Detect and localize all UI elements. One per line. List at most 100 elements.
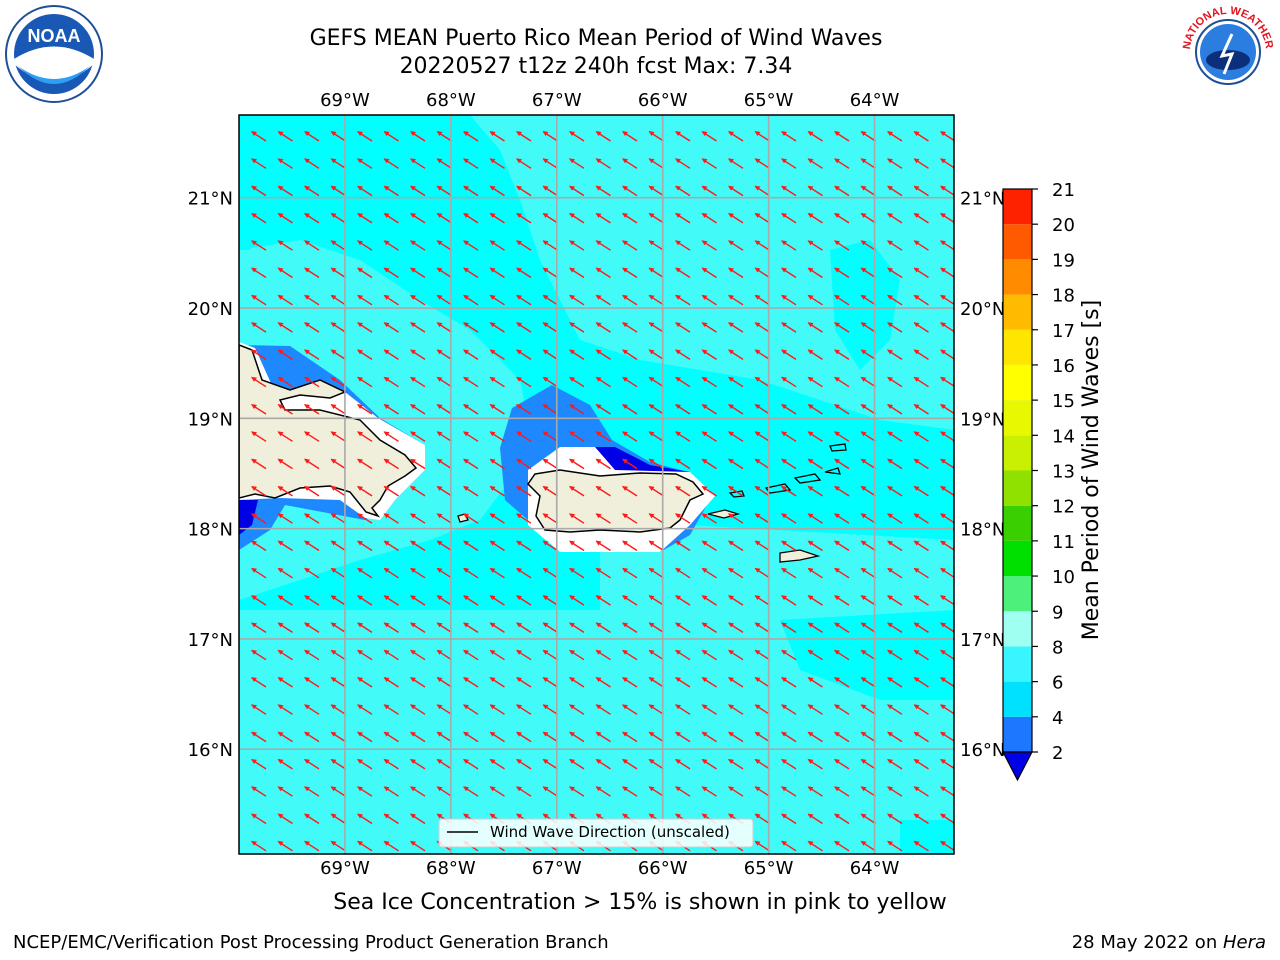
wind-wave-direction-arrows (251, 131, 954, 852)
wave-arrow (436, 431, 452, 442)
wave-arrow (436, 349, 452, 360)
wave-arrow (463, 404, 479, 415)
wave-arrow (410, 240, 426, 251)
wave-arrow (834, 404, 850, 415)
wave-arrow (277, 185, 293, 197)
wave-arrow (569, 294, 585, 306)
wave-arrow (489, 786, 505, 797)
lon-tick-bottom: 68°W (426, 858, 476, 879)
lon-tick-bottom: 69°W (320, 858, 370, 879)
wave-arrow (330, 813, 346, 825)
wave-arrow (304, 840, 320, 852)
wave-arrow (383, 185, 399, 197)
wave-arrow (357, 513, 373, 524)
wave-arrow (940, 267, 954, 278)
wave-arrow (622, 185, 638, 197)
wave-arrow (251, 813, 267, 825)
wave-arrow (648, 267, 664, 279)
wave-arrow (834, 649, 850, 661)
wave-arrow (383, 458, 399, 470)
wave-arrow (542, 786, 558, 797)
wave-arrow (489, 185, 505, 197)
wave-arrow (304, 567, 320, 579)
wave-arrow (304, 758, 320, 770)
wave-arrow (701, 158, 717, 169)
legend-label: Wind Wave Direction (unscaled) (490, 823, 730, 841)
colorbar-tick-label: 10 (1052, 567, 1075, 588)
wave-arrow (781, 431, 797, 442)
wave-arrow (542, 622, 558, 633)
wave-arrow (410, 567, 426, 579)
wave-arrow (410, 404, 426, 415)
wave-arrow (701, 758, 717, 770)
wave-arrow (622, 649, 638, 661)
wave-arrow (913, 267, 929, 279)
wave-arrow (887, 485, 903, 497)
wave-arrow (304, 540, 320, 552)
colorbar-segment (1003, 259, 1032, 295)
wave-arrow (913, 840, 929, 852)
wave-arrow (489, 240, 505, 251)
wave-arrow (728, 322, 744, 333)
lat-tick-right: 20°N (960, 299, 1005, 320)
wave-arrow (251, 458, 267, 470)
wave-arrow (940, 158, 954, 169)
wave-arrow (675, 131, 691, 142)
wave-arrow (754, 185, 770, 197)
wave-arrow (463, 758, 479, 770)
wave-arrow (304, 704, 320, 715)
wave-arrow (304, 731, 320, 743)
wave-arrow (383, 513, 399, 524)
wave-arrow (330, 649, 346, 661)
wave-arrow (489, 267, 505, 279)
lon-tick-top: 69°W (320, 90, 370, 111)
wave-arrow (383, 704, 399, 715)
wave-arrow (436, 158, 452, 169)
wave-arrow (516, 376, 532, 388)
wave-arrow (675, 567, 691, 579)
wave-arrow (304, 677, 320, 688)
wave-arrow (622, 267, 638, 279)
wave-arrow (887, 813, 903, 825)
wave-arrow (330, 404, 346, 415)
wave-arrow (728, 267, 744, 279)
wave-arrow (251, 704, 267, 715)
wave-arrow (887, 431, 903, 442)
wave-arrow (595, 567, 611, 579)
wave-arrow (383, 813, 399, 825)
wave-arrow (330, 158, 346, 169)
wave-arrow (781, 704, 797, 715)
wave-arrow (569, 485, 585, 497)
wave-arrow (728, 540, 744, 552)
wave-arrow (675, 758, 691, 770)
wave-arrow (807, 404, 823, 415)
wave-arrow (781, 131, 797, 142)
wave-arrow (648, 158, 664, 169)
wave-arrow (913, 485, 929, 497)
wave-arrow (542, 294, 558, 306)
wave-arrow (701, 185, 717, 197)
wave-arrow (940, 404, 954, 415)
wave-arrow (887, 677, 903, 688)
wave-arrow (277, 212, 293, 224)
wave-arrow (781, 513, 797, 524)
wave-arrow (277, 677, 293, 688)
wave-arrow (251, 786, 267, 797)
wave-arrow (648, 786, 664, 797)
wave-arrow (516, 458, 532, 470)
wave-arrow (887, 212, 903, 224)
wave-arrow (277, 704, 293, 715)
wave-arrow (754, 376, 770, 388)
wave-arrow (277, 158, 293, 169)
wave-arrow (834, 131, 850, 142)
wave-arrow (648, 240, 664, 251)
wave-arrow (834, 786, 850, 797)
wave-arrow (489, 540, 505, 552)
wave-arrow (860, 294, 876, 306)
wave-arrow (622, 513, 638, 524)
wave-arrow (542, 404, 558, 415)
lon-tick-top: 68°W (426, 90, 476, 111)
lon-tick-bottom: 67°W (532, 858, 582, 879)
wave-arrow (463, 349, 479, 360)
wave-arrow (860, 840, 876, 852)
